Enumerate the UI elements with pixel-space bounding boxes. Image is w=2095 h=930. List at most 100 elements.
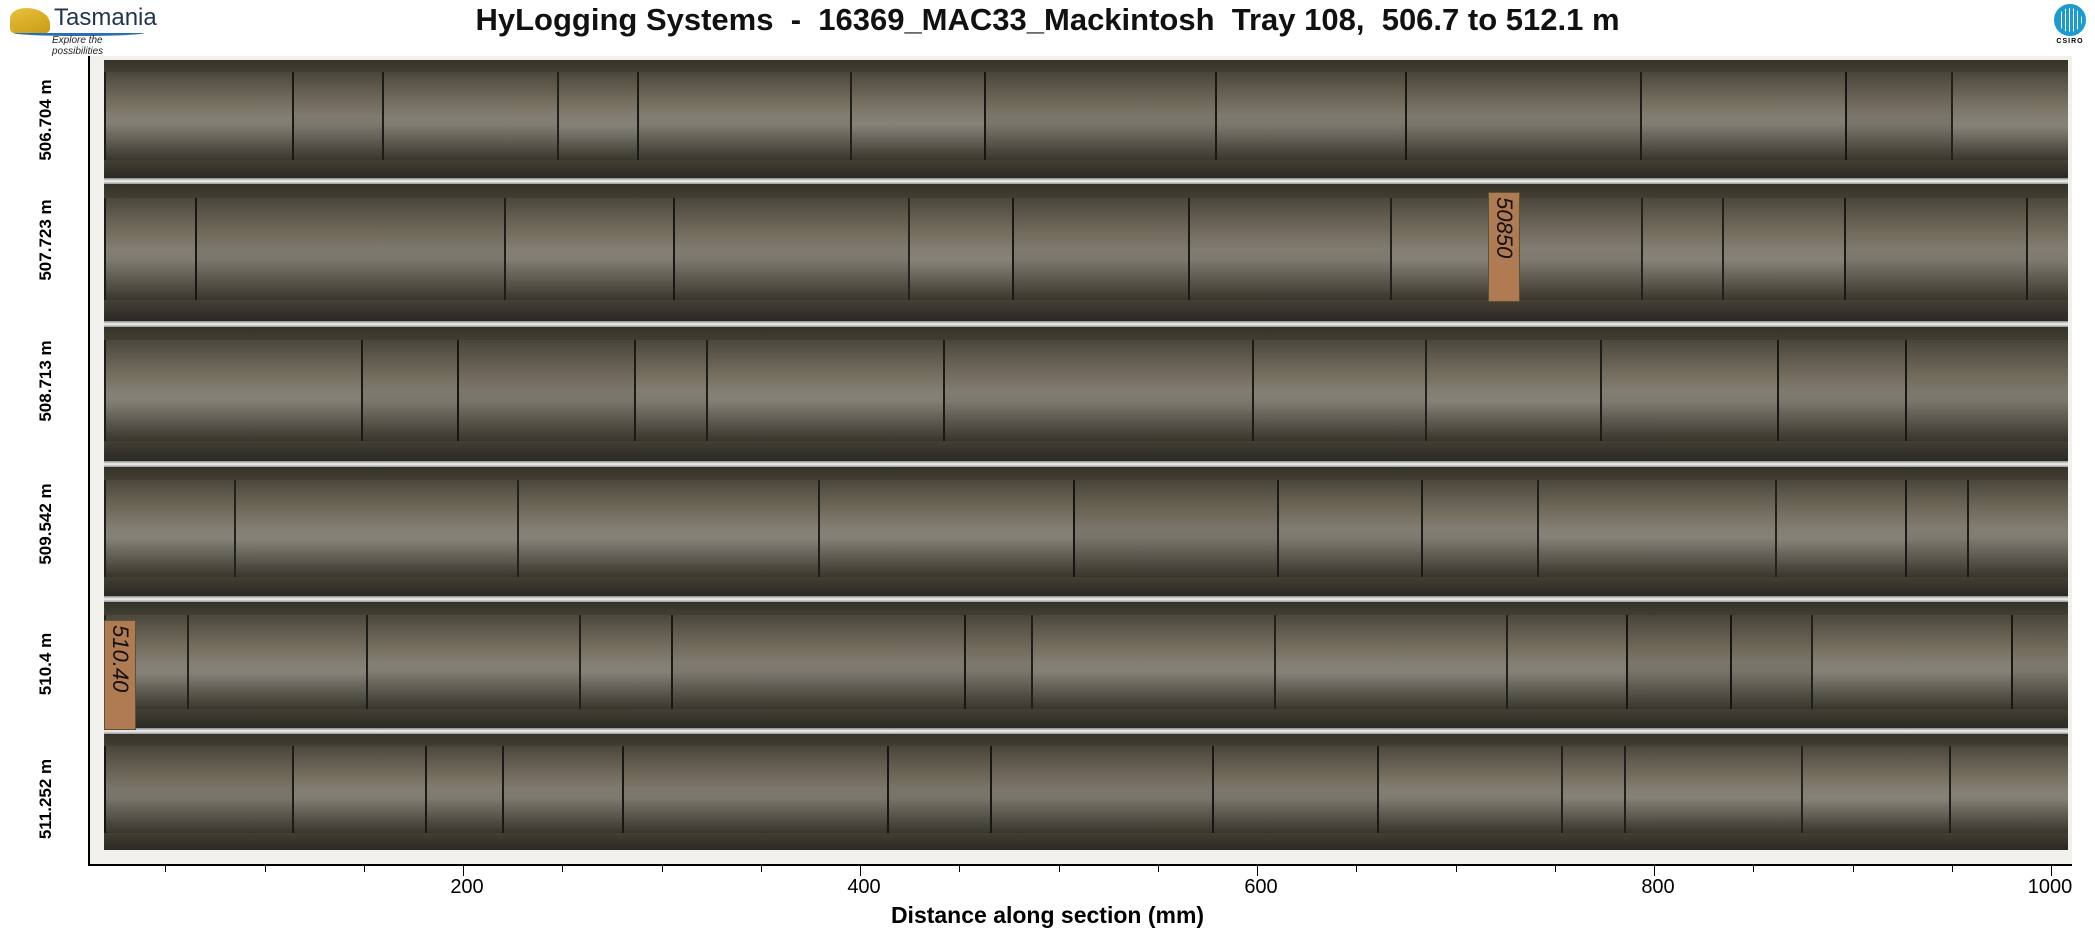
core-row-1 — [104, 60, 2068, 178]
core-piece — [1030, 614, 1275, 710]
wave-icon — [14, 30, 144, 36]
csiro-label: CSIRO — [2056, 38, 2084, 45]
core-piece — [234, 479, 518, 577]
core-piece — [1800, 745, 1949, 833]
x-tick — [1058, 866, 1060, 872]
core-piece — [104, 340, 362, 441]
core-piece — [1905, 340, 2068, 441]
x-tick — [264, 866, 266, 872]
x-tick-label: 400 — [847, 876, 881, 898]
core-piece — [1729, 614, 1811, 710]
core-piece — [1966, 479, 2068, 577]
core-piece — [1641, 197, 1723, 301]
core-piece — [1722, 197, 1845, 301]
core-piece — [578, 614, 672, 710]
logo-tagline: Explore the possibilities — [52, 35, 104, 57]
depth-label: 511.252 m — [36, 758, 55, 840]
core-piece — [621, 745, 888, 833]
core-piece — [1561, 745, 1624, 833]
core-piece — [517, 479, 819, 577]
x-tick — [363, 866, 365, 872]
core-piece — [1776, 340, 1906, 441]
x-tick — [1852, 866, 1854, 872]
core-piece — [104, 479, 235, 577]
x-tick — [1554, 866, 1556, 872]
tray-divider-rod — [104, 728, 2068, 734]
x-tick — [1157, 866, 1159, 872]
depth-marker-block: 510.40 — [104, 620, 136, 730]
core-piece — [104, 745, 293, 833]
core-piece — [1639, 71, 1846, 161]
tray-divider-rod — [104, 178, 2068, 184]
core-piece — [964, 614, 1031, 710]
core-piece — [187, 614, 366, 710]
tray-divider-rod — [104, 596, 2068, 602]
core-piece — [1951, 71, 2068, 161]
core-piece — [1276, 479, 1422, 577]
core-piece — [1599, 340, 1777, 441]
core-piece — [1810, 614, 2011, 710]
core-piece — [292, 745, 426, 833]
page-title: HyLogging Systems - 16369_MAC33_Mackinto… — [475, 2, 1620, 37]
core-tray-image: 50850 510.40 — [104, 60, 2068, 850]
x-tick — [1257, 866, 1258, 876]
core-piece — [195, 197, 504, 301]
x-tick — [2051, 866, 2052, 876]
depth-label: 507.723 m — [36, 199, 55, 281]
core-piece — [1215, 71, 1405, 161]
core-row-2 — [104, 184, 2068, 321]
core-piece — [1212, 745, 1378, 833]
x-tick — [1753, 866, 1755, 872]
tray-divider-rod — [104, 461, 2068, 467]
x-tick-label: 200 — [450, 876, 484, 898]
core-piece — [633, 340, 707, 441]
depth-label: 508.713 m — [36, 340, 55, 422]
x-tick — [165, 866, 167, 872]
core-piece — [1011, 197, 1188, 301]
core-piece — [365, 614, 579, 710]
core-piece — [361, 340, 457, 441]
core-piece — [671, 614, 965, 710]
x-tick-label: 800 — [1641, 876, 1675, 898]
core-piece — [1537, 479, 1776, 577]
core-piece — [291, 71, 382, 161]
core-piece — [381, 71, 557, 161]
core-piece — [503, 197, 673, 301]
core-piece — [501, 745, 622, 833]
core-piece — [943, 340, 1252, 441]
core-piece — [672, 197, 908, 301]
x-tick-label: 1000 — [2027, 876, 2073, 898]
core-piece — [1251, 340, 1426, 441]
core-piece — [1425, 340, 1600, 441]
x-tick-label: 600 — [1244, 876, 1278, 898]
core-piece — [818, 479, 1073, 577]
core-piece — [104, 197, 196, 301]
x-tick — [959, 866, 961, 872]
x-axis-label: Distance along section (mm) — [890, 902, 1205, 928]
core-piece — [1844, 197, 2027, 301]
core-piece — [1623, 745, 1801, 833]
core-piece — [104, 71, 292, 161]
x-tick — [463, 866, 464, 876]
core-row-6 — [104, 734, 2068, 850]
core-piece — [425, 745, 502, 833]
core-piece — [1389, 197, 1490, 301]
core-piece — [984, 71, 1216, 161]
core-piece — [456, 340, 634, 441]
core-piece — [907, 197, 1012, 301]
core-piece — [1948, 745, 2068, 833]
core-piece — [1506, 614, 1626, 710]
core-piece — [887, 745, 990, 833]
core-piece — [1421, 479, 1538, 577]
x-tick — [562, 866, 564, 872]
core-piece — [1274, 614, 1507, 710]
depth-label: 506.704 m — [36, 79, 55, 161]
core-row-5 — [104, 602, 2068, 728]
x-tick — [1951, 866, 1953, 872]
tray-divider-rod — [104, 321, 2068, 327]
core-piece — [1072, 479, 1277, 577]
core-piece — [706, 340, 944, 441]
csiro-logo: CSIRO — [2052, 4, 2088, 45]
logo-brand: Tasmania — [54, 4, 157, 31]
x-tick — [760, 866, 762, 872]
